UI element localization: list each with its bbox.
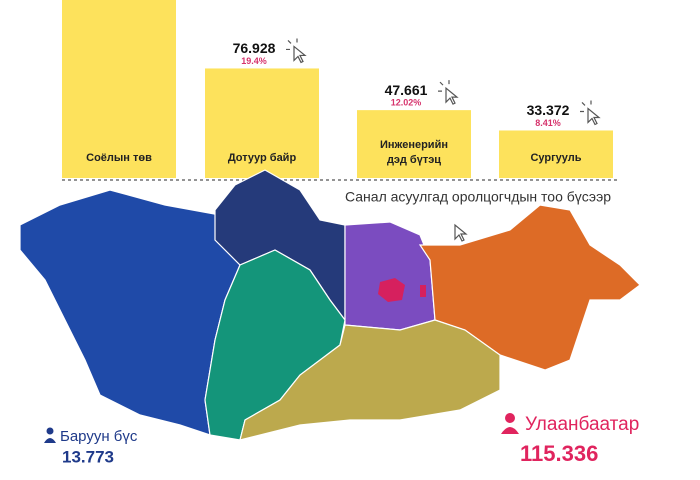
bar — [205, 68, 319, 178]
value-label: 76.928 — [233, 40, 276, 56]
cursor-rays — [580, 100, 592, 113]
value-label: 47.661 — [385, 82, 428, 98]
bar — [357, 110, 471, 178]
region-ulaanbaatar-part — [420, 285, 426, 297]
region-south — [239, 319, 501, 441]
category-label: Инженерийн дэд бүтэц — [380, 139, 448, 166]
region-value: 13.773 — [62, 447, 114, 466]
cursor-rays — [286, 38, 298, 51]
cursor-icon — [454, 223, 468, 242]
map — [19, 169, 641, 441]
cursor-arrow — [293, 45, 307, 64]
region-ulaanbaatar — [378, 278, 405, 302]
category-label: Сургууль — [530, 152, 581, 164]
cursor-icon — [286, 38, 307, 64]
person-icon — [501, 413, 519, 434]
share-label: 19.4% — [241, 56, 267, 66]
bar-area — [62, 0, 613, 178]
bar — [499, 130, 613, 178]
cursor-arrow — [587, 107, 601, 126]
cursor-arrow — [445, 86, 459, 105]
cursor-icon — [580, 100, 601, 126]
region-value: 115.336 — [520, 441, 598, 466]
share-label: 12.02% — [391, 98, 422, 108]
person-icon — [44, 427, 56, 443]
category-label: Дотуур байр — [228, 152, 297, 164]
category-label: Соёлын төв — [86, 152, 152, 164]
region-name: Улаанбаатар — [525, 414, 639, 435]
cursor-rays — [438, 80, 450, 92]
share-label: 8.41% — [535, 118, 561, 128]
value-label: 33.372 — [527, 102, 570, 118]
region-name: Баруун бүс — [60, 428, 138, 445]
bar — [62, 0, 176, 178]
region-central — [344, 221, 436, 331]
map-caption: Санал асуулгад оролцогчдын тоо бүсээр — [345, 189, 611, 205]
cursor-icon — [438, 80, 459, 105]
